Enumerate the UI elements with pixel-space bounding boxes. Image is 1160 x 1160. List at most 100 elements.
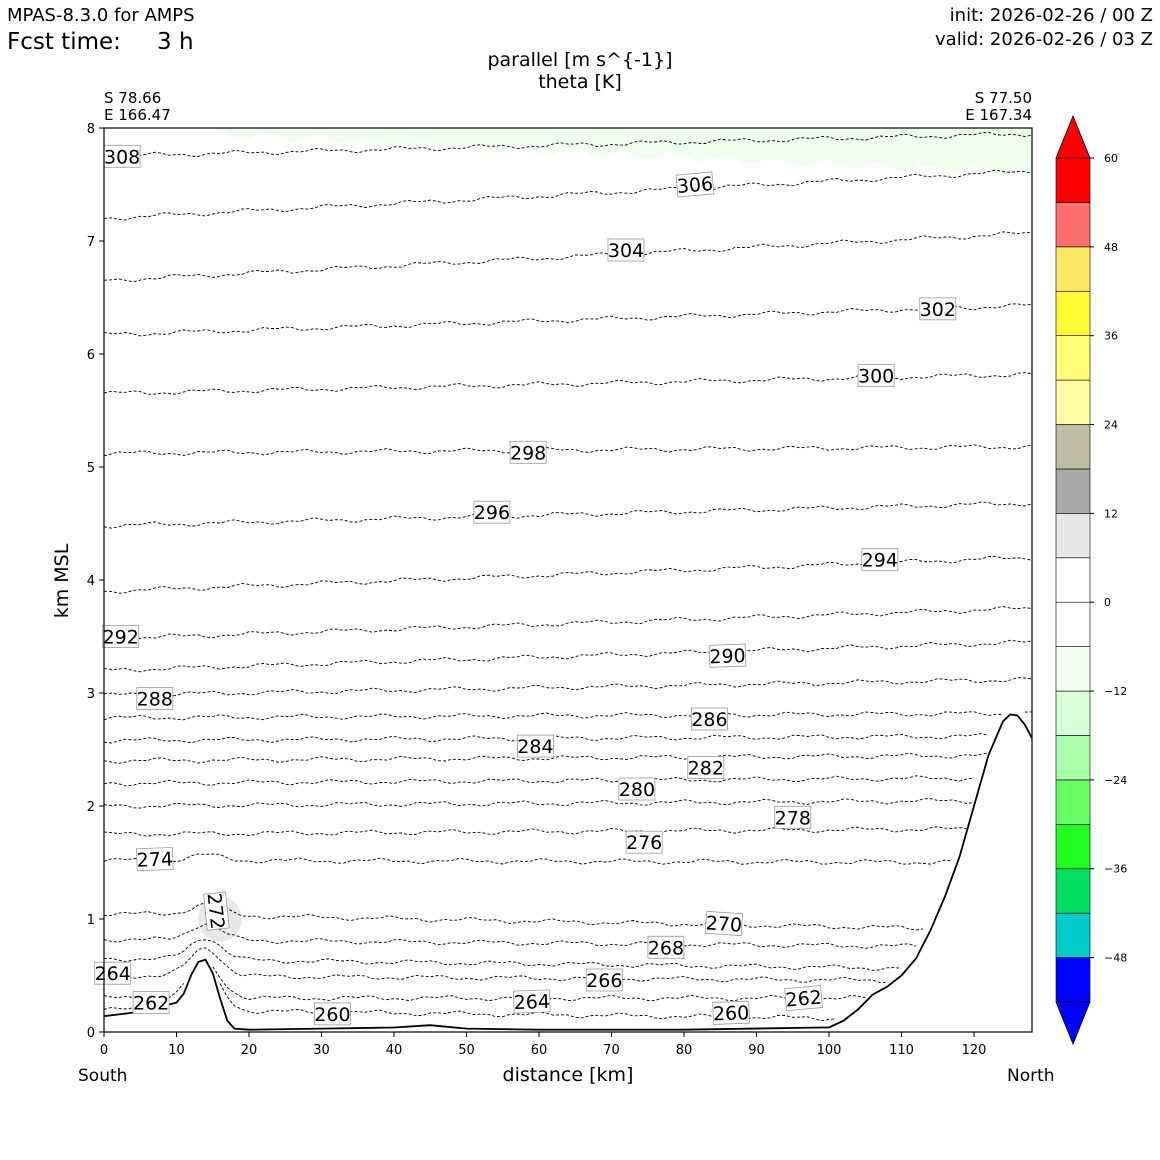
colorbar-bin: [1055, 468, 1091, 514]
x-tick-label: 0: [100, 1043, 108, 1058]
y-tick-label: 5: [87, 461, 95, 476]
contour-label-text: 292: [103, 627, 139, 649]
isentrope-304: [104, 231, 1032, 283]
contour-label-302: 302: [919, 297, 957, 321]
contour-label-text: 298: [510, 442, 546, 464]
x-tick-label: 100: [817, 1043, 842, 1058]
contour-label-text: 290: [709, 645, 746, 668]
model-name: MPAS-8.3.0 for AMPS: [7, 5, 195, 26]
contour-label-box: [313, 1002, 351, 1026]
colorbar-bin: [1055, 957, 1091, 1003]
contour-label-272: 272: [203, 891, 230, 931]
colorbar-bin: [1055, 779, 1091, 825]
colorbar-tick-label: 48: [1104, 241, 1118, 254]
colorbar-bin: [1055, 335, 1091, 381]
contour-label-text: 260: [314, 1004, 350, 1026]
colorbar-bin: [1055, 690, 1091, 736]
x-tick-label: 110: [889, 1043, 914, 1058]
contour-label-box: [132, 991, 170, 1014]
right-endpoint-lon: E 167.34: [965, 106, 1032, 124]
colorbar-tick-label: 0: [1104, 596, 1111, 609]
contour-label-box: [687, 756, 725, 779]
contour-label-text: 296: [474, 502, 510, 524]
contour-label-264: 264: [94, 961, 132, 985]
x-tick-label: 70: [603, 1043, 620, 1058]
y-tick-label: 1: [87, 913, 95, 928]
x-tick-label: 40: [386, 1043, 403, 1058]
x-tick-label: 30: [313, 1043, 330, 1058]
contour-label-box: [861, 548, 899, 572]
colorbar-bin: [1055, 290, 1091, 336]
isentrope-264: [104, 947, 888, 984]
left-endpoint-lat: S 78.66: [104, 89, 162, 107]
contour-label-text: 300: [858, 366, 894, 388]
contour-label-298: 298: [509, 440, 547, 464]
contour-label-text: 288: [137, 689, 173, 711]
forecast-time-value: 3 h: [157, 29, 194, 55]
contour-label-text: 266: [586, 970, 622, 992]
colorbar-tick-label: −24: [1104, 774, 1127, 787]
contour-label-268: 268: [647, 935, 685, 959]
contour-label-text: 304: [608, 240, 644, 262]
colorbar-under-arrow: [1055, 1001, 1091, 1046]
contour-label-280: 280: [618, 777, 656, 801]
contour-label-text: 280: [619, 779, 655, 801]
contour-label-text: 278: [775, 807, 811, 829]
isentrope-262: [104, 966, 866, 1002]
contour-label-text: 262: [133, 993, 169, 1015]
contour-label-box: [691, 707, 728, 731]
contour-label-text: 264: [513, 991, 550, 1014]
isentrope-284: [104, 734, 1032, 743]
isentrope-280: [104, 775, 975, 787]
contour-label-text: 294: [862, 550, 898, 572]
contour-label-text: 306: [676, 173, 714, 198]
contour-label-text: 286: [691, 709, 727, 731]
contour-label-260: 260: [313, 1002, 351, 1026]
contour-label-box: [774, 805, 812, 829]
contour-label-278: 278: [774, 805, 812, 829]
colorbar-tick-label: −12: [1104, 685, 1127, 698]
contour-label-box: [784, 985, 823, 1012]
colorbar-tick-label: 24: [1104, 419, 1118, 432]
contour-label-box: [513, 989, 551, 1014]
colorbar-bin: [1055, 868, 1091, 914]
contour-label-text: 274: [136, 848, 173, 871]
contour-label-text: 270: [705, 912, 743, 936]
terrain-line: [104, 713, 1032, 1031]
colorbar-bin: [1055, 824, 1091, 870]
colorbar-tick-label: −48: [1104, 952, 1127, 965]
y-tick-label: 2: [87, 800, 95, 815]
terrain-layer: [104, 713, 1032, 1031]
contour-label-288: 288: [136, 687, 174, 711]
x-tick-label: 50: [458, 1043, 475, 1058]
contour-label-box: [708, 643, 747, 668]
forecast-time-label: Fcst time:: [7, 29, 121, 55]
contour-label-box: [509, 440, 547, 464]
isentrope-286: [104, 711, 1032, 721]
contour-label-box: [517, 734, 554, 758]
x-axis-label: distance [km]: [502, 1064, 634, 1086]
contour-label-284: 284: [517, 734, 554, 758]
contour-label-box: [919, 297, 957, 321]
contour-label-294: 294: [861, 548, 899, 572]
north-label: North: [1007, 1066, 1055, 1086]
contour-label-box: [203, 891, 230, 931]
valid-time: valid: 2026-02-26 / 03 Z: [935, 29, 1153, 50]
contour-label-text: 264: [95, 963, 131, 985]
contour-label-282: 282: [687, 756, 725, 780]
contour-label-296: 296: [473, 500, 511, 524]
contour-label-box: [102, 625, 140, 648]
contour-label-text: 308: [104, 146, 140, 168]
contour-label-box: [607, 238, 645, 262]
x-tick-label: 10: [168, 1043, 185, 1058]
colorbar-tick-label: 12: [1104, 507, 1118, 520]
isentrope-276: [104, 826, 967, 837]
contour-label-text: 276: [626, 832, 662, 854]
contour-label-box: [675, 171, 715, 198]
contour-label-260: 260: [712, 1000, 750, 1025]
contour-label-308: 308: [103, 144, 141, 168]
isentrope-292: [104, 606, 1032, 641]
x-tick-label: 90: [748, 1043, 765, 1058]
contour-label-box: [647, 935, 685, 959]
